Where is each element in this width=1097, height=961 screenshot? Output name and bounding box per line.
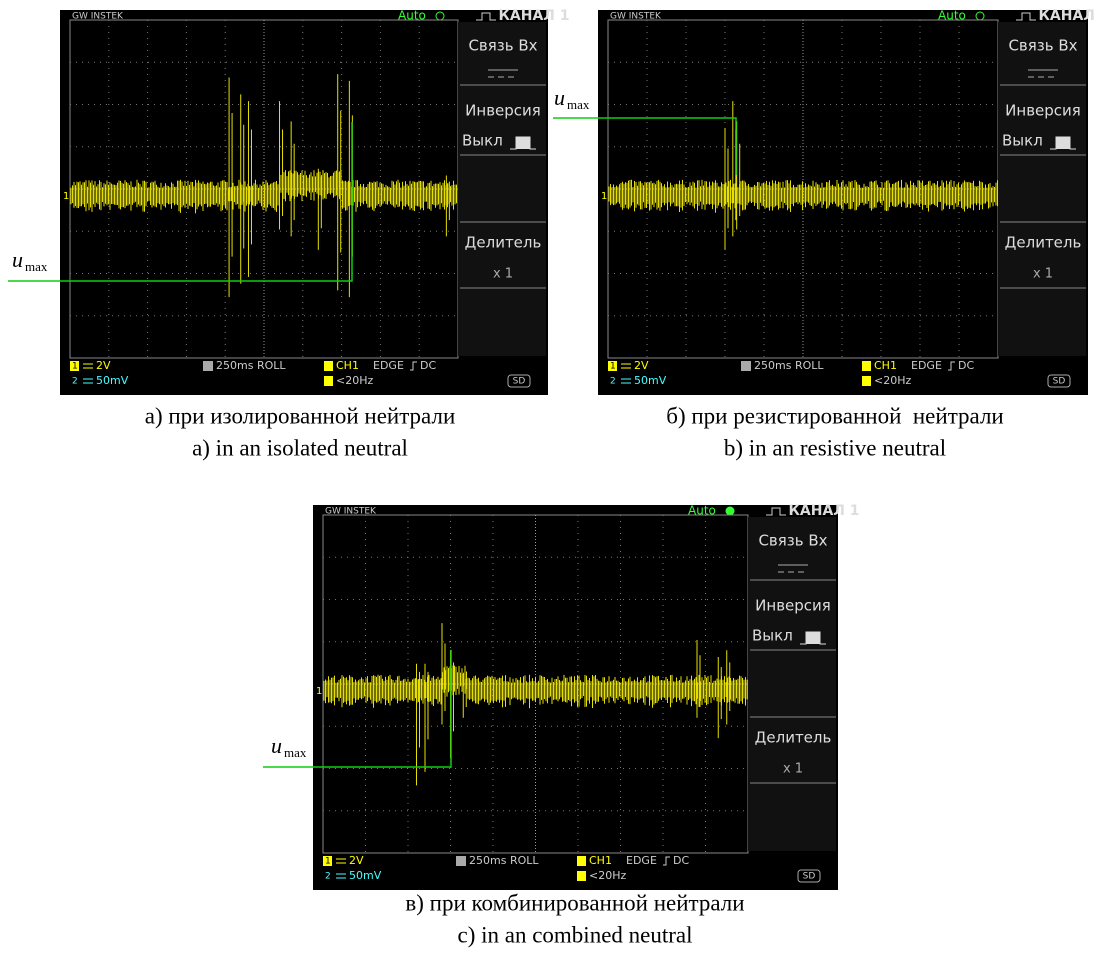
trigger-mode: EDGE <box>373 359 404 372</box>
storage: SD <box>1053 377 1066 387</box>
caption-ru: б) при резистированной нейтрали <box>666 403 1003 428</box>
caption-ru: в) при комбинированной нейтрали <box>405 890 744 915</box>
ch1-badge: 1 <box>610 362 616 372</box>
channel-marker: 1 <box>601 191 607 202</box>
channel-marker: 1 <box>63 191 69 202</box>
menu-value: Выкл <box>462 132 503 150</box>
menu-value: x 1 <box>1033 267 1053 282</box>
channel-title: КАНАЛ 1 <box>1038 8 1097 24</box>
caption-ru: а) при изолированной нейтрали <box>145 403 456 428</box>
menu-label: Связь Вх <box>468 37 537 55</box>
side-menu <box>458 22 546 356</box>
trigger-source: CH1 <box>336 359 359 372</box>
caption-en: b) in an resistive neutral <box>724 435 946 460</box>
ch1-scale: 2V <box>634 359 649 372</box>
side-menu <box>998 22 1086 356</box>
menu-value: x 1 <box>783 762 803 777</box>
trigger-badge <box>577 856 586 866</box>
menu-label: Делитель <box>465 234 542 252</box>
trigger-filter: <20Hz <box>336 374 373 387</box>
umax-subscript: max <box>25 259 48 274</box>
ch1-badge: 1 <box>72 362 78 372</box>
timebase: 250ms ROLL <box>469 854 539 867</box>
ch2-scale: 50mV <box>349 869 382 882</box>
timebase-icon <box>741 361 751 371</box>
ch1-scale: 2V <box>349 854 364 867</box>
ch2-badge: 2 <box>610 377 616 387</box>
trigger-badge <box>862 361 871 371</box>
trigger-source: CH1 <box>589 854 612 867</box>
timebase: 250ms ROLL <box>216 359 286 372</box>
menu-label: Инверсия <box>465 102 541 120</box>
trigger-mode: EDGE <box>626 854 657 867</box>
timebase-icon <box>203 361 213 371</box>
menu-value: x 1 <box>493 267 513 282</box>
filter-badge <box>577 871 586 881</box>
menu-value: Выкл <box>1002 132 1043 150</box>
umax-label: u <box>12 247 23 272</box>
storage: SD <box>803 872 816 882</box>
trigger-coupling: DC <box>673 854 689 867</box>
filter-badge <box>324 376 333 386</box>
side-menu <box>748 517 836 851</box>
channel-title: КАНАЛ 1 <box>788 503 859 519</box>
ch2-scale: 50mV <box>634 374 667 387</box>
menu-label: Делитель <box>755 729 832 747</box>
trigger-source: CH1 <box>874 359 897 372</box>
channel-title: КАНАЛ 1 <box>498 8 569 24</box>
figure: GW INSTEKAutoКАНАЛ 11Связь ВхИнверсияВык… <box>0 0 1097 961</box>
channel-marker: 1 <box>316 686 322 697</box>
ch1-scale: 2V <box>96 359 111 372</box>
umax-subscript: max <box>567 97 590 112</box>
menu-label: Инверсия <box>755 597 831 615</box>
trigger-badge <box>324 361 333 371</box>
trigger-mode: EDGE <box>911 359 942 372</box>
umax-label: u <box>554 85 565 110</box>
menu-label: Делитель <box>1005 234 1082 252</box>
ch2-badge: 2 <box>325 872 331 882</box>
ch1-badge: 1 <box>325 857 331 867</box>
umax-label: u <box>271 733 282 758</box>
timebase: 250ms ROLL <box>754 359 824 372</box>
trigger-coupling: DC <box>420 359 436 372</box>
trigger-filter: <20Hz <box>874 374 911 387</box>
caption-en: a) in an isolated neutral <box>192 435 408 460</box>
trigger-filter: <20Hz <box>589 869 626 882</box>
timebase-icon <box>456 856 466 866</box>
status-icon <box>726 507 734 515</box>
trigger-coupling: DC <box>958 359 974 372</box>
storage: SD <box>513 377 526 387</box>
umax-subscript: max <box>284 745 307 760</box>
filter-badge <box>862 376 871 386</box>
menu-value: Выкл <box>752 627 793 645</box>
menu-label: Инверсия <box>1005 102 1081 120</box>
menu-label: Связь Вх <box>1008 37 1077 55</box>
caption-en: c) in an combined neutral <box>457 922 692 947</box>
ch2-badge: 2 <box>72 377 78 387</box>
ch2-scale: 50mV <box>96 374 129 387</box>
menu-label: Связь Вх <box>758 532 827 550</box>
